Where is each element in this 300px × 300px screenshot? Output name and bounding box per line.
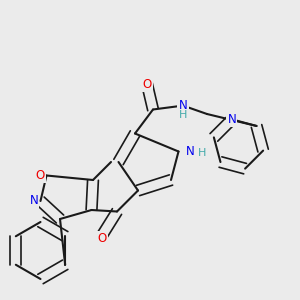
Text: H: H — [198, 148, 206, 158]
Text: O: O — [142, 77, 152, 91]
Text: O: O — [35, 169, 44, 182]
Text: N: N — [185, 145, 194, 158]
Text: N: N — [178, 99, 188, 112]
Text: N: N — [29, 194, 38, 208]
Text: N: N — [227, 113, 236, 126]
Text: H: H — [179, 110, 187, 120]
Text: O: O — [98, 232, 106, 245]
